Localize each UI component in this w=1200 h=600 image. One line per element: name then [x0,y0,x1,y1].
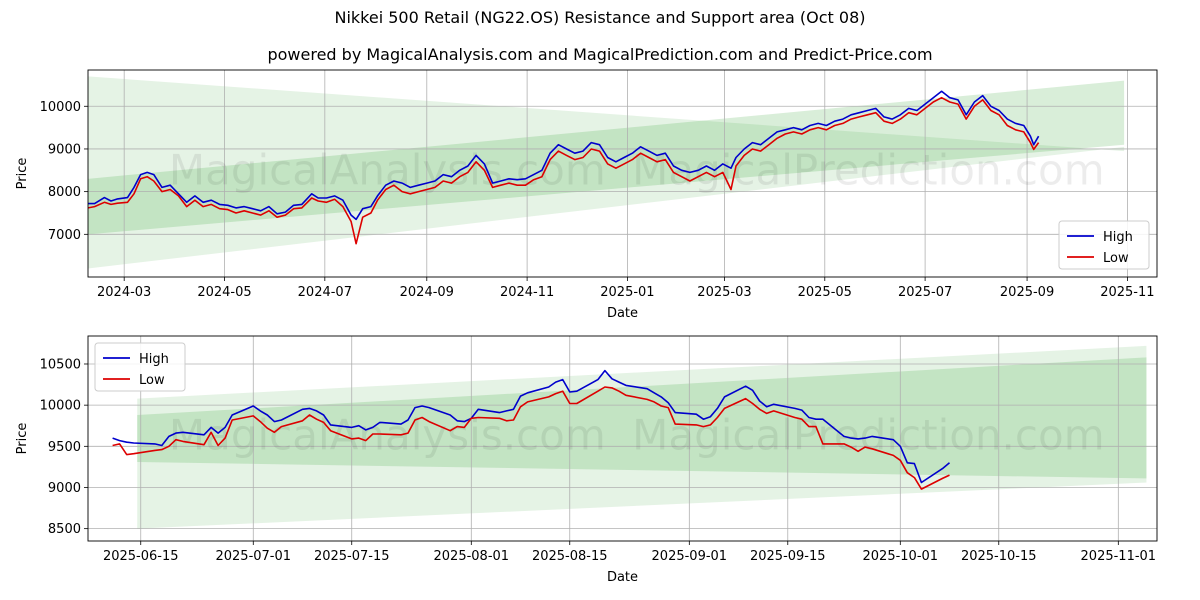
legend-label-low: Low [1103,251,1129,266]
series-line-high [88,90,1040,221]
x-tick-label: 2025-09-15 [750,549,826,564]
x-tick-label: 2025-10-15 [961,549,1037,564]
x-tick-label: 2024-09 [400,285,454,300]
x-tick-label: 2025-11 [1100,285,1154,300]
x-tick-label: 2025-01 [600,285,654,300]
y-tick-label: 10000 [40,399,81,414]
legend-label-high: High [139,352,169,367]
x-tick-label: 2025-08-15 [532,549,608,564]
plot-frame [87,69,1158,278]
y-axis-label: Price [15,158,30,190]
resistance-support-band-0 [137,345,1147,529]
x-tick-label: 2025-07-15 [314,549,390,564]
x-tick-label: 2025-11-01 [1081,549,1157,564]
x-axis-label: Date [607,306,638,321]
y-tick-label: 10500 [40,357,81,372]
x-tick-label: 2025-05 [798,285,852,300]
watermark-right: MagicalPrediction.com [632,410,1105,459]
legend-label-high: High [1103,230,1133,245]
x-tick-label: 2025-08-01 [434,549,510,564]
y-tick-label: 9500 [48,440,81,455]
y-tick-label: 10000 [40,100,81,115]
plot-top: 2024-03 2024-05 2024-07 2024-09 2024-11 2025-… [15,69,1158,321]
series-line-high [112,369,951,484]
x-tick-label: 2025-03 [697,285,751,300]
y-tick-label: 8000 [48,185,81,200]
series-line-low [112,386,950,490]
plot-bottom: 2025-06-15 2025-07-01 2025-07-15 2025-08-01… [15,335,1158,585]
watermark-right: MagicalPrediction.com [632,145,1105,194]
x-tick-label: 2025-09-01 [652,549,728,564]
legend-label-low: Low [139,373,165,388]
x-tick-label: 2025-07-01 [215,549,291,564]
legend: High Low [94,342,186,392]
y-tick-label: 9000 [48,481,81,496]
x-tick-label: 2024-03 [97,285,151,300]
x-tick-label: 2025-06-15 [103,549,179,564]
chart-title: Nikkei 500 Retail (NG22.OS) Resistance a… [334,8,866,27]
chart-subtitle: powered by MagicalAnalysis.com and Magic… [267,45,933,64]
y-axis-label: Price [15,423,30,455]
legend: High Low [1058,220,1150,270]
x-tick-label: 2025-09 [1000,285,1054,300]
resistance-support-band-1 [88,80,1125,235]
resistance-support-band-0 [88,76,1125,269]
x-axis-label: Date [607,570,638,585]
plot-frame [87,335,1158,542]
x-tick-label: 2024-07 [298,285,352,300]
x-tick-label: 2025-10-01 [863,549,939,564]
y-tick-label: 7000 [48,228,81,243]
x-tick-label: 2024-11 [500,285,554,300]
series-line-low [88,96,1040,245]
x-tick-label: 2025-07 [898,285,952,300]
y-tick-label: 9000 [48,142,81,157]
y-tick-label: 8500 [48,522,81,537]
x-tick-label: 2024-05 [197,285,251,300]
watermark-left: MagicalAnalysis.com [169,145,606,194]
resistance-support-band-1 [137,357,1147,479]
